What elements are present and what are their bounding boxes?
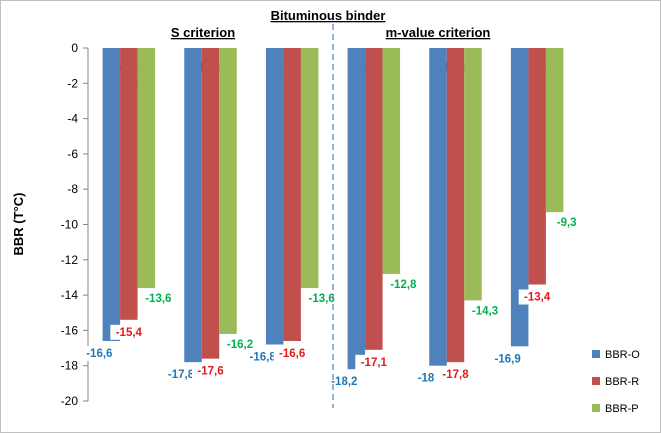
data-label-bg [437, 367, 474, 383]
group-label-m: m-value criterion [386, 25, 491, 40]
legend-swatch-bbr-o [592, 350, 600, 358]
bar-bbr-r [446, 48, 465, 363]
data-label-bg [466, 303, 504, 319]
data-label-bg [221, 336, 259, 352]
legend-swatch-bbr-r [592, 377, 600, 385]
y-tick-label: -14 [61, 288, 79, 302]
data-label-bg [325, 374, 363, 390]
data-label-bbr-o: -16,9 [495, 353, 521, 365]
bar-bbr-o [347, 48, 366, 370]
y-tick-label: -6 [67, 147, 78, 161]
bar-bbr-r [201, 48, 220, 359]
data-label-bg [489, 351, 527, 367]
data-label-bbr-r: -15,4 [116, 327, 143, 339]
y-tick-label: -10 [61, 218, 79, 232]
y-tick-label: -8 [67, 182, 78, 196]
y-axis-label: BBR (T°C) [11, 193, 26, 256]
y-tick-label: -12 [61, 253, 79, 267]
data-label-bg [518, 289, 556, 305]
bar-bbr-r [528, 48, 546, 285]
data-label-bg [414, 370, 438, 386]
bar-bbr-p [464, 48, 482, 301]
legend-label-bbr-o: BBR-O [605, 349, 640, 361]
data-label-bg [303, 291, 341, 307]
bar-bbr-p [219, 48, 237, 334]
bar-bbr-r [365, 48, 383, 350]
legend-label-bbr-r: BBR-R [605, 376, 639, 388]
bar-bbr-p [137, 48, 156, 289]
legend-swatch-bbr-p [592, 404, 600, 412]
data-label-bbr-p: -9,3 [557, 217, 577, 229]
plot-area: 0-2-4-6-8-10-12-14-16-18-20NeatbitumenSt… [61, 24, 582, 408]
data-label-bbr-p: -16,2 [227, 339, 253, 351]
y-tick-label: 0 [71, 41, 78, 55]
y-tick-label: -2 [67, 76, 78, 90]
bar-bbr-o [102, 48, 121, 341]
chart-title: Bituminous binder [271, 8, 386, 23]
data-label-bbr-o: -18 [418, 373, 435, 385]
y-tick-label: -4 [67, 112, 78, 126]
data-label-bbr-o: -18,2 [331, 376, 357, 388]
data-label-bbr-p: -13,6 [309, 293, 335, 305]
data-label-bg [80, 345, 118, 361]
bar-bbr-o [184, 48, 202, 363]
legend: BBR-O BBR-R BBR-P [592, 349, 640, 415]
data-label-bbr-r: -17,1 [361, 357, 388, 369]
y-tick-label: -16 [61, 323, 79, 337]
data-label-bbr-p: -12,8 [390, 279, 417, 291]
data-label-bg [192, 363, 229, 379]
bar-bbr-p [382, 48, 401, 274]
group-label-s: S criterion [171, 25, 235, 40]
data-label-bbr-p: -14,3 [472, 305, 498, 317]
bar-bbr-o [510, 48, 529, 347]
y-tick-label: -18 [61, 359, 79, 373]
y-tick-label: -20 [61, 394, 79, 408]
bar-bbr-o [429, 48, 447, 366]
data-label-bg [384, 276, 422, 292]
data-label-bbr-r: -16,6 [279, 348, 305, 360]
data-label-bg [139, 291, 177, 307]
data-label-bg [244, 349, 282, 365]
data-label-bbr-r: -17,8 [442, 369, 469, 381]
bar-bbr-p [300, 48, 319, 289]
bar-bbr-p [545, 48, 564, 213]
data-label-bg [551, 215, 582, 231]
data-label-bbr-r: -17,6 [197, 366, 223, 378]
bar-bbr-r [120, 48, 138, 320]
data-label-bg [110, 324, 148, 340]
bar-bbr-r [283, 48, 301, 341]
data-label-bg [273, 345, 311, 361]
data-label-bg [355, 354, 393, 370]
data-label-bbr-p: -13,6 [145, 293, 171, 305]
data-label-bbr-r: -13,4 [524, 292, 551, 304]
bar-bbr-o [265, 48, 284, 345]
legend-label-bbr-p: BBR-P [605, 403, 639, 415]
data-label-bbr-o: -17,8 [168, 369, 195, 381]
data-label-bbr-o: -16,8 [250, 352, 277, 364]
data-label-bg [162, 367, 200, 383]
data-label-bbr-o: -16,6 [86, 348, 112, 360]
